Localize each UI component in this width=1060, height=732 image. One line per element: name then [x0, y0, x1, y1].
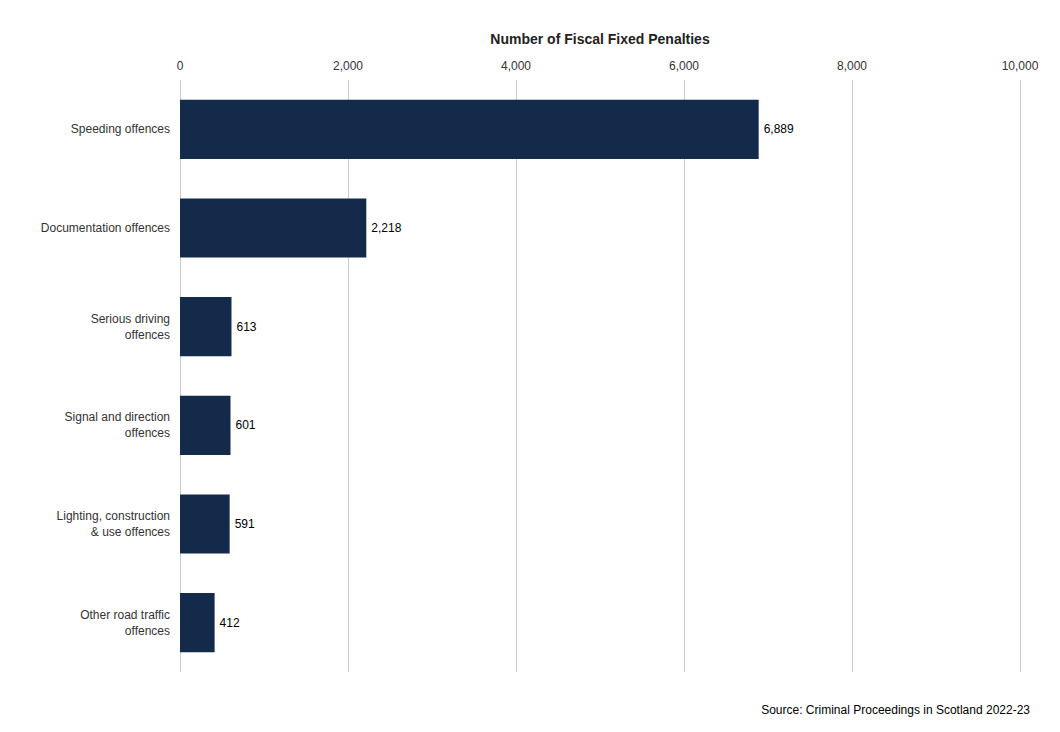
svg-text:2,000: 2,000 [333, 59, 363, 73]
svg-text:6,889: 6,889 [764, 122, 794, 136]
svg-text:Other road traffic: Other road traffic [80, 608, 170, 622]
svg-text:4,000: 4,000 [501, 59, 531, 73]
svg-text:8,000: 8,000 [837, 59, 867, 73]
svg-text:& use offences: & use offences [91, 525, 170, 539]
svg-text:0: 0 [177, 59, 184, 73]
svg-text:Documentation offences: Documentation offences [41, 221, 170, 235]
svg-text:offences: offences [125, 624, 170, 638]
svg-text:Lighting, construction: Lighting, construction [57, 509, 170, 523]
svg-text:Number of Fiscal Fixed Penalti: Number of Fiscal Fixed Penalties [490, 31, 710, 47]
svg-text:Signal and direction: Signal and direction [65, 410, 170, 424]
svg-text:offences: offences [125, 328, 170, 342]
svg-text:591: 591 [235, 517, 255, 531]
svg-text:offences: offences [125, 426, 170, 440]
svg-text:Serious driving: Serious driving [91, 312, 170, 326]
svg-text:Source: Criminal Proceedings i: Source: Criminal Proceedings in Scotland… [761, 703, 1030, 717]
svg-text:601: 601 [235, 418, 255, 432]
svg-text:2,218: 2,218 [371, 221, 401, 235]
svg-text:10,000: 10,000 [1002, 59, 1039, 73]
svg-text:613: 613 [236, 320, 256, 334]
svg-text:412: 412 [220, 616, 240, 630]
svg-text:6,000: 6,000 [669, 59, 699, 73]
svg-text:Speeding offences: Speeding offences [71, 122, 170, 136]
